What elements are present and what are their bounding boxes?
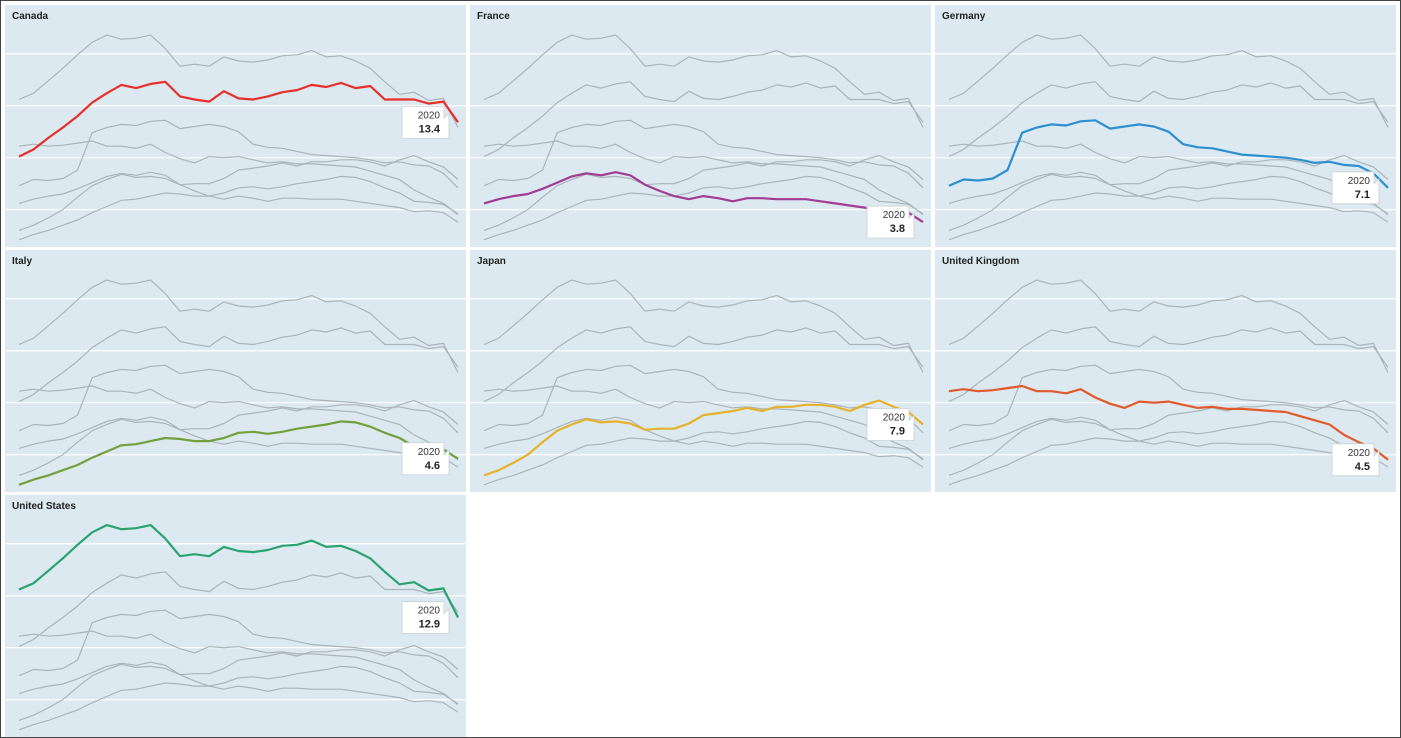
panel-title: Japan [477,256,506,267]
label-box [1331,443,1380,477]
panel-background [470,250,931,492]
label-box [401,105,450,139]
context-line [18,630,459,706]
context-line [483,279,924,373]
context-line [483,81,924,158]
context-line [18,326,459,403]
label-value: 3.8 [890,223,905,235]
context-line [18,119,459,189]
context-line [483,385,924,461]
label-box [401,442,450,476]
label-year: 2020 [418,110,441,121]
panel: Japan 2020 7.9 [470,250,931,492]
highlight-line [948,119,1389,189]
context-line [18,34,459,128]
label-box [1331,171,1380,205]
panel-background [5,495,466,737]
panel: United Kingdom 2020 4.5 [935,250,1396,492]
context-line [18,571,459,648]
panel: Canada 2020 13.4 [5,5,466,247]
context-line [18,155,459,231]
highlight-line [948,384,1389,461]
label-year: 2020 [418,606,441,617]
panel: France 2020 3.8 [470,5,931,247]
context-line [948,364,1389,434]
panel-background [470,5,931,247]
highlight-line [483,171,924,224]
highlight-line [18,524,459,618]
context-line [948,171,1389,223]
label-year: 2020 [883,412,906,423]
label-box [866,205,915,239]
highlight-line [18,80,459,158]
context-line [18,665,459,731]
context-line [483,140,924,216]
context-line [948,279,1389,373]
context-line [948,326,1389,403]
label-year: 2020 [883,210,906,221]
context-line [948,175,1389,241]
context-line [948,400,1389,476]
context-line [483,155,924,231]
context-line [483,326,924,403]
context-line [948,34,1389,128]
context-line [18,416,459,468]
context-line [948,140,1389,216]
label-value: 7.9 [890,425,905,437]
context-line [948,81,1389,158]
context-line [483,420,924,486]
context-line [18,645,459,721]
context-line [18,661,459,713]
context-line [483,119,924,189]
context-line [18,279,459,373]
panel-title: United States [12,501,76,512]
highlight-line [18,420,459,486]
label-value: 7.1 [1355,189,1370,201]
context-line [18,364,459,434]
context-line [483,34,924,128]
label-value: 4.6 [425,460,440,472]
panel: United States 2020 12.9 [5,495,466,737]
panel-title: Germany [942,11,986,22]
label-value: 4.5 [1355,461,1370,473]
label-box [866,408,915,441]
highlight-line [483,399,924,477]
context-line [18,175,459,241]
context-line [18,140,459,216]
context-line [18,171,459,223]
panel-title: United Kingdom [942,256,1019,267]
label-box [401,601,450,634]
panel: Germany 2020 7.1 [935,5,1396,247]
panel: Italy 2020 4.6 [5,250,466,492]
label-year: 2020 [1348,176,1371,187]
label-value: 13.4 [419,123,441,135]
panel-title: France [477,11,510,22]
context-line [18,385,459,461]
context-line [483,416,924,468]
context-line [18,609,459,679]
context-line [18,400,459,476]
label-value: 12.9 [419,619,440,631]
panel-background [935,250,1396,492]
panel-title: Italy [12,256,32,267]
context-line [948,420,1389,486]
panel-background [5,5,466,247]
context-line [948,416,1389,468]
context-line [483,175,924,241]
label-year: 2020 [418,447,441,458]
panel-title: Canada [12,11,49,22]
context-line [483,364,924,434]
context-line [948,155,1389,231]
panel-background [935,5,1396,247]
label-year: 2020 [1348,448,1371,459]
panel-background [5,250,466,492]
